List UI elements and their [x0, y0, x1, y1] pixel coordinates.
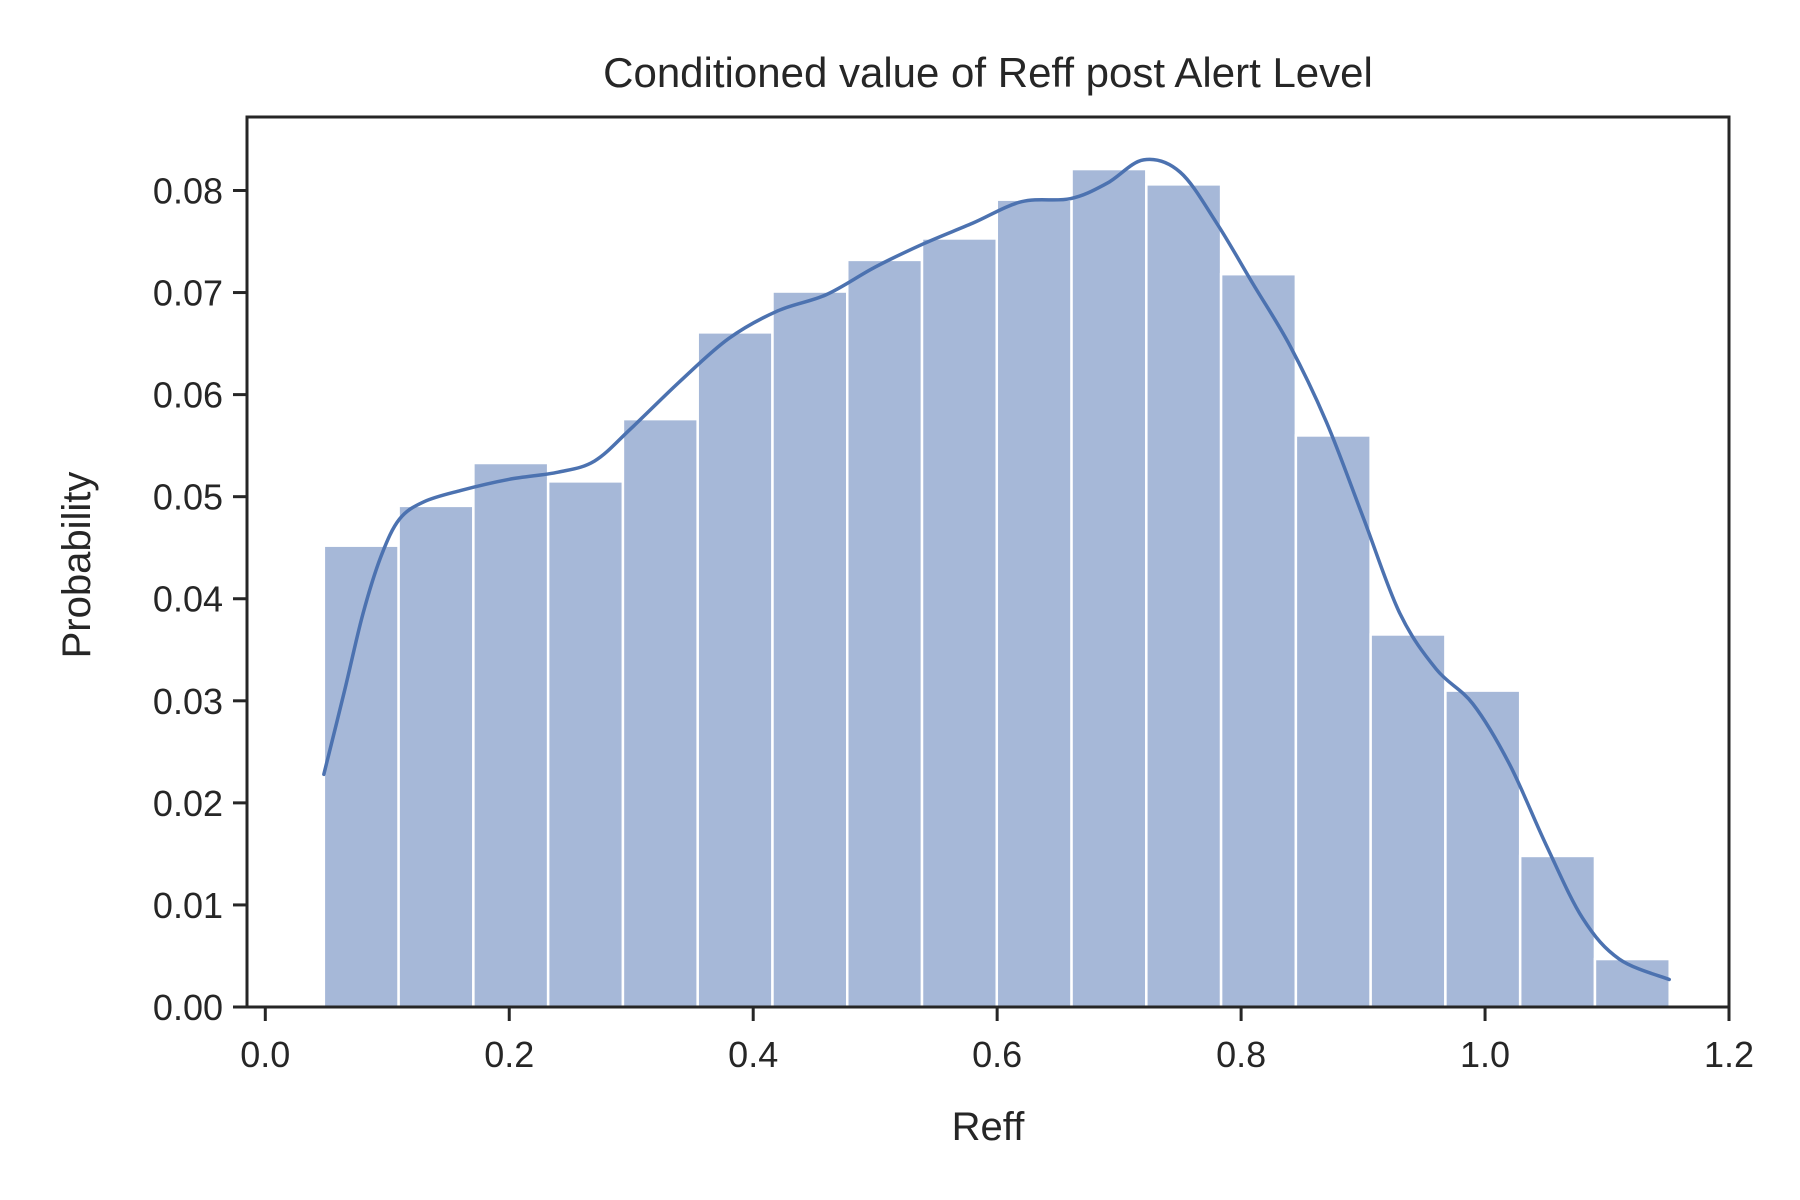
- bars-group: [322, 167, 1671, 1009]
- histogram-bar: [1518, 854, 1597, 1009]
- histogram-bar: [546, 480, 625, 1009]
- y-axis-ticks: 0.00 0.01 0.02 0.03 0.04 0.05 0.06 0.07 0.08: [153, 170, 247, 1028]
- histogram-bar: [472, 461, 550, 1009]
- histogram-bar: [696, 331, 774, 1009]
- histogram-bar: [771, 290, 849, 1009]
- x-tick-label: 1.0: [1460, 1034, 1510, 1075]
- histogram-bar: [1219, 272, 1298, 1009]
- y-tick-label: 0.03: [153, 681, 223, 722]
- y-tick-label: 0.00: [153, 987, 223, 1028]
- x-tick-label: 1.2: [1704, 1034, 1754, 1075]
- histogram-bar: [1294, 434, 1372, 1009]
- x-axis-ticks: 0.0 0.2 0.4 0.6 0.8 1.0 1.2: [240, 1007, 1754, 1075]
- x-tick-label: 0.8: [1216, 1034, 1266, 1075]
- y-tick-label: 0.02: [153, 783, 223, 824]
- histogram-bar: [621, 417, 699, 1009]
- histogram-bar: [1070, 167, 1148, 1009]
- histogram-bar: [1145, 183, 1223, 1009]
- histogram-bar: [920, 237, 999, 1009]
- y-tick-label: 0.07: [153, 273, 223, 314]
- kde-curve: [322, 157, 1671, 982]
- x-tick-label: 0.0: [240, 1034, 290, 1075]
- y-axis-label: Probability: [55, 472, 99, 659]
- histogram-bar: [1444, 689, 1522, 1009]
- y-tick-label: 0.08: [153, 170, 223, 211]
- histogram-bar: [397, 504, 475, 1009]
- x-tick-label: 0.6: [972, 1034, 1022, 1075]
- histogram-bar: [995, 198, 1073, 1009]
- plot-area-frame: [245, 115, 1731, 1009]
- y-tick-label: 0.06: [153, 375, 223, 416]
- histogram-bar: [1369, 633, 1447, 1009]
- x-tick-label: 0.4: [728, 1034, 778, 1075]
- histogram-bar: [845, 258, 924, 1009]
- x-tick-label: 0.2: [484, 1034, 534, 1075]
- x-axis-label: Reff: [952, 1105, 1026, 1149]
- y-tick-label: 0.01: [153, 885, 223, 926]
- y-tick-label: 0.04: [153, 579, 223, 620]
- chart-title: Conditioned value of Reff post Alert Lev…: [603, 49, 1373, 96]
- y-tick-label: 0.05: [153, 477, 223, 518]
